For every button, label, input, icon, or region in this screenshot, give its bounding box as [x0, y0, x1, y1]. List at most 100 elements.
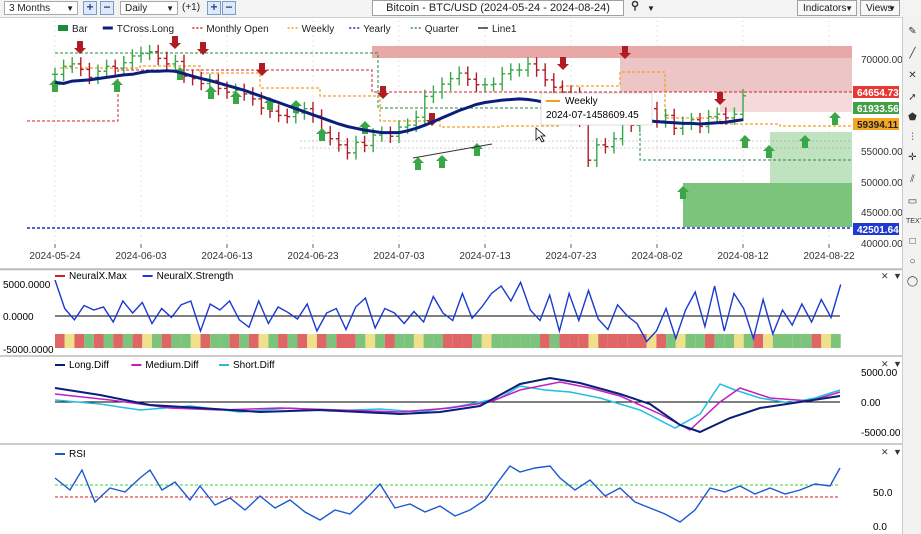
sell-arrow-icon [619, 46, 631, 59]
neuralx-strength-line [54, 279, 842, 343]
y-tick-label: 40000.00 [861, 239, 902, 250]
buy-arrow-icon [436, 155, 448, 168]
support-zone [683, 183, 852, 227]
price-level-lines [27, 52, 852, 229]
square-tool-icon[interactable]: □ [909, 236, 916, 247]
heat-cell [792, 334, 802, 348]
period-select[interactable]: 3 Months ▼ [4, 1, 78, 15]
heat-cell [316, 334, 327, 348]
heat-cell [346, 334, 356, 348]
sell-arrow-icon [74, 41, 86, 54]
chevron-down-icon[interactable]: ▼ [893, 447, 902, 457]
heat-cell [801, 334, 812, 348]
heat-cell [219, 334, 230, 348]
heat-cell [821, 334, 831, 348]
fib-tool-icon[interactable]: ⫶ [911, 132, 914, 143]
heat-cell [481, 334, 492, 348]
legend-label: TCross.Long [117, 24, 174, 35]
sell-arrow-icon [197, 42, 209, 55]
heat-cell [472, 334, 482, 348]
y-tick-label: 5000.00 [861, 368, 898, 379]
heat-cell [675, 334, 686, 348]
price-zones [372, 46, 852, 227]
channel-tool-icon[interactable]: ⫽ [910, 174, 915, 185]
price-y-axis: 70000.00 55000.00 50000.00 45000.00 40000.00 [861, 55, 902, 250]
y-tick-label: -5000.00 [861, 428, 901, 439]
signal-arrows [49, 36, 841, 199]
heat-cell [443, 334, 453, 348]
legend-label: Weekly [302, 24, 335, 35]
price-level-label: 61933.56 [857, 104, 899, 115]
zoom-in-button[interactable]: + [83, 1, 97, 15]
heat-cell [190, 334, 201, 348]
pencil-icon[interactable]: ✎ [908, 26, 917, 37]
search-icon[interactable]: ⚲ [630, 0, 640, 12]
legend-item: Quarter [410, 24, 459, 35]
heat-cell [239, 334, 249, 348]
close-diff-panel-icon[interactable]: ✕ [881, 359, 889, 369]
circle-tool-icon[interactable]: ○ [909, 256, 916, 267]
chart-canvas[interactable]: Bar TCross.Long Monthly Open Weekly Yearly Qu… [0, 0, 902, 534]
heat-cell [181, 334, 191, 348]
buy-arrow-icon [739, 135, 751, 148]
remove-button[interactable]: − [222, 1, 236, 15]
rectangle-tool-icon[interactable]: ▭ [907, 196, 918, 207]
legend-item: Bar [58, 24, 88, 35]
y-tick-label: 45000.00 [861, 208, 902, 219]
heat-cell [510, 334, 521, 348]
add-button[interactable]: + [207, 1, 221, 15]
heat-cell [782, 334, 793, 348]
x-tick-label: 2024-08-12 [717, 251, 769, 262]
offset-label: (+1) [182, 2, 201, 13]
y-tick-label: 0.0 [873, 522, 887, 533]
sell-arrow-icon [377, 86, 389, 99]
x-tick-label: 2024-06-13 [201, 251, 253, 262]
heat-cell [64, 334, 75, 348]
legend-label: Medium.Diff [145, 360, 198, 371]
y-tick-label: 0.0000 [3, 312, 34, 323]
heat-cell [113, 334, 123, 348]
chevron-down-icon[interactable]: ▼ [893, 271, 902, 281]
y-tick-label: 55000.00 [861, 147, 902, 158]
x-tick-label: 2024-07-13 [459, 251, 511, 262]
sell-arrow-icon [714, 92, 726, 105]
buy-arrow-icon [111, 79, 123, 92]
legend-label: Long.Diff [69, 360, 109, 371]
heat-cell [491, 334, 502, 348]
line-tool-icon[interactable]: ╱ [909, 48, 916, 59]
resistance-zone-lower [620, 58, 852, 92]
heat-cell [307, 334, 317, 348]
close-rsi-panel-icon[interactable]: ✕ [881, 447, 889, 457]
heat-cell [229, 334, 240, 348]
legend-item: Weekly [287, 24, 335, 35]
support-zone-upper [770, 132, 852, 183]
heat-cell [763, 334, 773, 348]
crosshair-icon[interactable]: ✛ [908, 152, 917, 163]
chart-title[interactable]: Bitcoin - BTC/USD (2024-05-24 - 2024-08-… [372, 0, 624, 16]
cross-tool-icon[interactable]: ✕ [908, 70, 917, 81]
price-level-label: 64654.73 [857, 88, 899, 99]
heat-cell [598, 334, 608, 348]
chevron-down-icon[interactable]: ▼ [647, 4, 655, 13]
chevron-down-icon: ▼ [845, 4, 853, 13]
text-tool-icon[interactable]: TEXT [906, 218, 921, 225]
diff-panel: Long.Diff Medium.Diff Short.Diff 5000.00 0.0… [54, 360, 901, 439]
ellipse-tool-icon[interactable]: ◯ [906, 276, 919, 287]
indicators-button[interactable]: Indicators ▼ [797, 0, 857, 16]
chevron-down-icon[interactable]: ▼ [893, 359, 902, 369]
zoom-out-button[interactable]: − [100, 1, 114, 15]
heat-cell [666, 334, 676, 348]
y-tick-label: 0.00 [861, 398, 881, 409]
views-button[interactable]: Views ▼ [860, 0, 900, 16]
interval-select[interactable]: Daily ▼ [120, 1, 178, 15]
x-tick-label: 2024-06-23 [287, 251, 339, 262]
heat-cell [93, 334, 104, 348]
marker-icon[interactable]: ⬟ [908, 112, 917, 123]
price-label-bg [853, 86, 899, 98]
heat-cell [74, 334, 85, 348]
heat-cell [210, 334, 220, 348]
buy-arrow-icon [412, 157, 424, 170]
close-neural-panel-icon[interactable]: ✕ [881, 271, 889, 281]
arrow-tool-icon[interactable]: ➚ [908, 92, 917, 103]
heat-cell [258, 334, 269, 348]
